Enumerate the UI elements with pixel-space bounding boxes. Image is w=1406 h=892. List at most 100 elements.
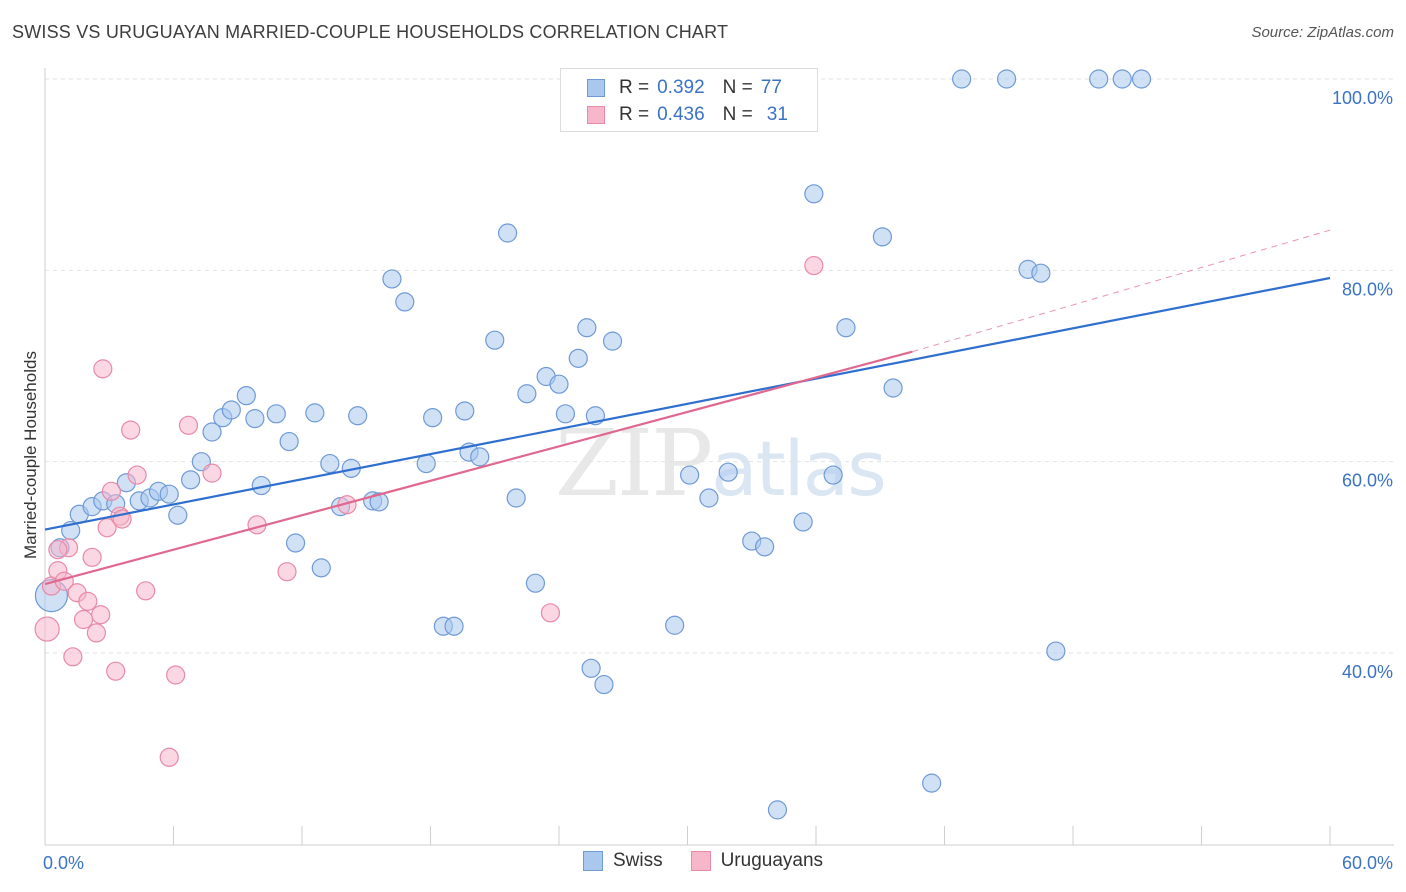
uruguayan-point [78, 591, 98, 611]
legend-n-label-uruguayans: N = [722, 104, 753, 125]
uruguayan-point [121, 420, 141, 440]
swiss-point [369, 492, 389, 512]
swiss-point [498, 223, 518, 243]
legend-n-label-swiss: N = [722, 77, 753, 98]
swiss-point [245, 409, 265, 429]
swiss-point [517, 384, 537, 404]
swiss-point [793, 512, 813, 532]
swiss-point [320, 453, 340, 474]
uruguayan-point [34, 616, 60, 642]
series-legend-uruguayans[interactable]: Uruguayans [690, 850, 824, 872]
swiss-point [699, 488, 719, 508]
swiss-point [1112, 69, 1132, 89]
swiss-point [872, 227, 892, 247]
uruguayan-point [202, 463, 222, 483]
swiss-point [883, 378, 903, 398]
swiss-point [922, 773, 942, 793]
uruguayan-point [159, 747, 179, 767]
uruguayan-point [166, 665, 186, 685]
swiss-point [423, 408, 443, 428]
chart-title: SWISS VS URUGUAYAN MARRIED-COUPLE HOUSEH… [12, 22, 729, 42]
legend-swatch-swiss [587, 79, 605, 97]
swiss-point [602, 331, 623, 351]
y-tick-label: 60.0% [1342, 471, 1393, 491]
swiss-point [444, 616, 464, 636]
swiss-point [348, 406, 368, 426]
source-label: Source: ZipAtlas.com [1251, 24, 1394, 41]
swiss-point [718, 462, 738, 482]
uruguayan-point [73, 609, 94, 630]
series-legend: Swiss Uruguayans [0, 850, 1406, 872]
swiss-point [952, 69, 972, 89]
swiss-point [455, 401, 475, 421]
swiss-point [285, 533, 306, 553]
legend-row-swiss: R = 0.392 N = 77 [587, 75, 782, 101]
uruguayan-point [540, 603, 561, 623]
swiss-point [181, 470, 201, 490]
legend-swatch-uruguayans [587, 106, 605, 124]
swiss-point [804, 184, 824, 204]
swiss-point [159, 484, 179, 504]
uruguayan-point [178, 415, 199, 435]
swiss-point [836, 318, 856, 338]
swiss-point [665, 615, 685, 635]
series-swatch-uruguayans [690, 851, 711, 871]
uruguayan-trend-line [44, 350, 913, 586]
swiss-point [395, 292, 415, 312]
uruguayan-point [93, 359, 113, 379]
y-tick-label: 40.0% [1342, 662, 1393, 682]
swiss-point [506, 488, 526, 508]
legend-r-value-uruguayans: 0.436 [657, 104, 705, 125]
swiss-point [279, 431, 299, 452]
swiss-point [168, 505, 188, 525]
swiss-point [382, 269, 402, 289]
legend-n-value-uruguayans: 31 [766, 104, 788, 125]
swiss-point [236, 386, 256, 406]
swiss-point [1046, 641, 1066, 661]
swiss-point [305, 403, 325, 423]
swiss-point [767, 800, 788, 820]
swiss-trend-line [44, 276, 1331, 531]
uruguayan-point [91, 605, 111, 625]
swiss-point [754, 537, 775, 557]
swiss-point [525, 573, 546, 593]
legend-row-uruguayans: R = 0.436 N = 31 [587, 102, 788, 128]
swiss-point [485, 330, 505, 350]
series-swatch-swiss [582, 851, 603, 871]
uruguayan-point [82, 547, 102, 567]
series-legend-swiss[interactable]: Swiss [582, 850, 663, 872]
uruguayan-point [136, 581, 156, 601]
series-label-uruguayans: Uruguayans [720, 850, 824, 871]
uruguayan-point [804, 255, 824, 276]
uruguayan-point [127, 465, 147, 485]
legend-r-value-swiss: 0.392 [657, 77, 705, 98]
stats-legend: R = 0.392 N = 77 R = 0.436 N = 31 [560, 68, 818, 132]
legend-n-value-swiss: 77 [760, 77, 782, 98]
swiss-point [555, 404, 576, 424]
swiss-point [581, 658, 601, 678]
swiss-point [1089, 69, 1109, 89]
x-tick-label-min: 0.0% [43, 853, 84, 873]
y-tick-label: 80.0% [1342, 279, 1393, 299]
x-tick-label-max: 60.0% [1342, 853, 1393, 873]
swiss-point [577, 318, 597, 338]
y-axis-label: Married-couple Households [21, 351, 40, 559]
swiss-point [470, 447, 490, 467]
swiss-point [221, 400, 241, 420]
swiss-point [997, 69, 1017, 89]
y-tick-label: 100.0% [1332, 88, 1393, 108]
uruguayan-point [48, 540, 68, 560]
uruguayan-point [101, 481, 121, 501]
legend-r-label-swiss: R = [619, 77, 650, 98]
legend-r-label-uruguayans: R = [619, 104, 650, 125]
uruguayan-point [86, 623, 107, 643]
uruguayan-point [106, 661, 126, 681]
swiss-point [1031, 263, 1051, 283]
swiss-point [266, 404, 286, 424]
swiss-point [680, 465, 700, 485]
swiss-point [568, 348, 588, 368]
swiss-point [1131, 69, 1152, 89]
swiss-point [311, 558, 331, 578]
series-label-swiss: Swiss [612, 850, 663, 871]
